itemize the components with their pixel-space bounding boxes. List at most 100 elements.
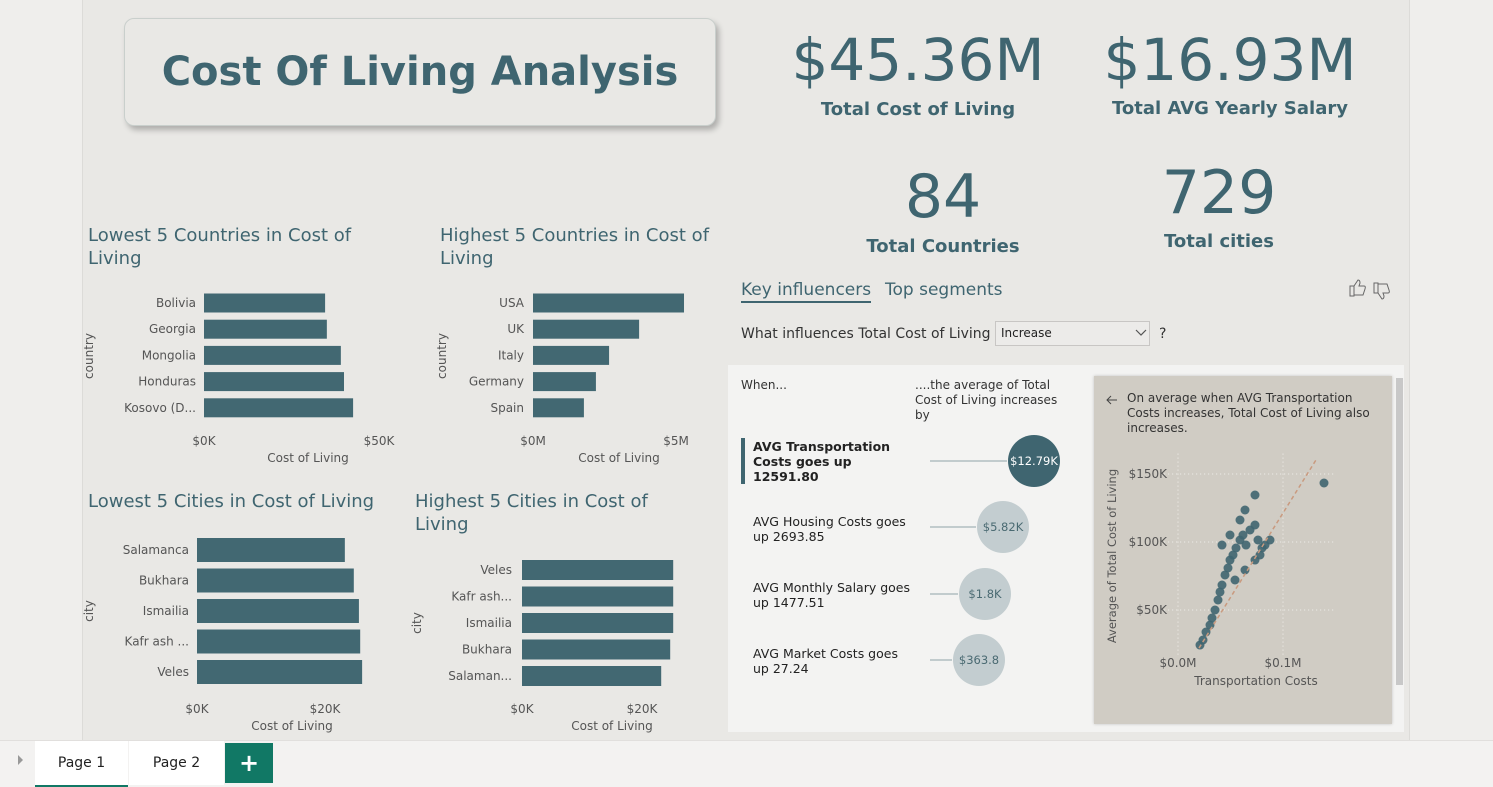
when-header: When... xyxy=(741,378,787,392)
bar xyxy=(197,538,345,562)
question: What influences Total Cost of Living to xyxy=(741,326,1010,342)
dropdown-value: Increase xyxy=(1001,326,1052,340)
influencer-label: AVG Monthly Salary goes up 1477.51 xyxy=(753,580,911,610)
influence-bubble xyxy=(1008,435,1060,487)
thumbs-down[interactable] xyxy=(1373,282,1390,300)
bar xyxy=(533,398,584,418)
back-arrow[interactable] xyxy=(1106,395,1117,405)
bar xyxy=(204,319,327,339)
thumbs-up[interactable] xyxy=(1349,279,1366,297)
scatter-point xyxy=(1240,505,1250,515)
kpi-value: $16.93M xyxy=(1103,26,1357,94)
y-axis-label: country xyxy=(82,333,96,379)
scatter-point xyxy=(1220,570,1230,580)
y-tick-label: Honduras xyxy=(138,375,196,389)
x-tick-label: $0K xyxy=(185,702,209,716)
influence-bubble xyxy=(959,568,1011,620)
y-tick-label: Ismailia xyxy=(143,604,189,618)
y-axis-label: city xyxy=(82,600,96,622)
scatter-point xyxy=(1250,520,1260,530)
y-tick-label: UK xyxy=(507,322,525,336)
x-tick-label: $50K xyxy=(364,434,396,448)
scrollbar xyxy=(1396,378,1403,685)
chart-title: Highest 5 Countries in Cost of Living xyxy=(440,225,710,269)
influencer-label: AVG Market Costs goes up 27.24 xyxy=(753,646,898,676)
bar xyxy=(204,398,354,418)
page-tab[interactable]: Page 2 xyxy=(129,741,224,785)
scatter-point xyxy=(1210,605,1220,615)
scatter-point xyxy=(1241,540,1251,550)
scatter-point xyxy=(1198,635,1208,645)
page-tab[interactable]: Page 1 xyxy=(35,741,128,787)
influence-bubble xyxy=(953,634,1005,686)
y-tick-label: Bolivia xyxy=(156,296,196,310)
y-tick-label: Italy xyxy=(498,348,524,362)
effect-header: ....the average of Total Cost of Living … xyxy=(915,378,1058,422)
y-tick-label: Veles xyxy=(157,665,189,679)
y-tick-label: Georgia xyxy=(149,322,196,336)
selected-indicator xyxy=(741,438,745,484)
dropdown[interactable]: Increase xyxy=(995,321,1150,346)
bar xyxy=(533,319,640,339)
x-tick-label: $0.1M xyxy=(1264,656,1301,670)
bar xyxy=(197,629,361,654)
scroll-arrow[interactable] xyxy=(18,755,23,765)
y-tick-label: $100K xyxy=(1129,535,1169,549)
x-tick-label: $0K xyxy=(510,702,534,716)
scatter-point xyxy=(1253,535,1263,545)
kpi-value: 729 xyxy=(1161,158,1277,228)
scatter-point xyxy=(1217,580,1227,590)
scatter-point xyxy=(1223,563,1233,573)
scatter-point xyxy=(1319,478,1329,488)
dropdown-chevron xyxy=(1135,329,1147,336)
scatter-point xyxy=(1240,565,1250,575)
y-tick-label: Bukhara xyxy=(462,643,512,657)
chart-title: Lowest 5 Countries in Cost of Living xyxy=(88,225,352,269)
kpi-value: 84 xyxy=(904,162,982,232)
y-tick-label: Kosovo (D... xyxy=(124,401,196,415)
scatter-point xyxy=(1255,550,1265,560)
y-tick-label: Germany xyxy=(469,375,524,389)
y-tick-label: $150K xyxy=(1129,467,1169,481)
bar xyxy=(197,599,359,623)
detail-note: On average when AVG Transportation Costs… xyxy=(1127,391,1370,435)
bar xyxy=(204,372,344,392)
add-page-button[interactable]: + xyxy=(225,743,273,783)
scatter-point xyxy=(1235,515,1245,525)
y-tick-label: Mongolia xyxy=(142,348,196,362)
y-tick-label: Ismailia xyxy=(466,616,512,630)
question-mark: ? xyxy=(1159,326,1167,342)
bar xyxy=(522,560,674,580)
tab-key-influencers[interactable]: Key influencers xyxy=(741,280,872,303)
bar xyxy=(522,613,674,633)
scatter-point xyxy=(1213,595,1223,605)
kpi-label: Total Countries xyxy=(866,236,1020,257)
y-tick-label: Kafr ash ... xyxy=(125,635,189,649)
x-axis-label: Cost of Living xyxy=(578,451,660,465)
bar xyxy=(522,639,671,660)
chart-title: Lowest 5 Cities in Cost of Living xyxy=(88,491,375,512)
kpi-label: Total AVG Yearly Salary xyxy=(1112,98,1348,119)
x-tick-label: $0M xyxy=(520,434,546,448)
scatter-point xyxy=(1217,540,1227,550)
bar xyxy=(197,660,363,684)
bubble-label: $1.8K xyxy=(968,587,1002,601)
y-axis-label: Average of Total Cost of Living xyxy=(1105,469,1119,643)
bar xyxy=(522,666,662,686)
bubble-label: $363.8 xyxy=(959,653,999,667)
bar xyxy=(533,345,610,365)
y-tick-label: $50K xyxy=(1136,603,1168,617)
y-tick-label: Salaman... xyxy=(448,669,512,683)
y-tick-label: Kafr ash... xyxy=(451,590,512,604)
charts-layer: Bolivia Georgia Mongolia Honduras Kosovo (D.… xyxy=(82,279,1403,733)
y-tick-label: Veles xyxy=(480,563,512,577)
scatter-point xyxy=(1207,613,1217,623)
title-card: Cost Of Living Analysis xyxy=(124,18,716,126)
scatter-point xyxy=(1238,530,1248,540)
scatter-point xyxy=(1215,587,1225,597)
y-axis-label: city xyxy=(410,612,424,634)
bubble-label: $12.79K xyxy=(1010,454,1058,468)
influence-bubble xyxy=(977,501,1029,553)
bar xyxy=(197,568,354,593)
tab-top-segments[interactable]: Top segments xyxy=(885,280,1003,300)
